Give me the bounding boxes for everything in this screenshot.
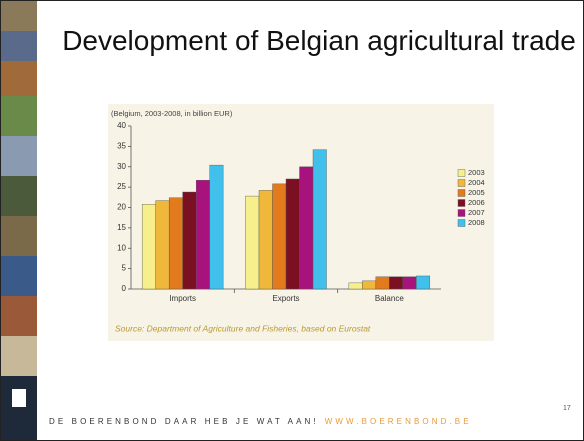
bar — [141, 204, 156, 290]
legend-swatch — [457, 199, 466, 207]
footer: DE BOERENBOND DAAR HEB JE WAT AAN! WWW.BO… — [49, 417, 472, 426]
y-tick-label: 10 — [117, 243, 126, 252]
photo — [1, 216, 37, 256]
bar — [209, 164, 224, 290]
photo — [1, 61, 37, 96]
bar — [195, 179, 210, 290]
bar — [312, 149, 327, 290]
y-tick-label: 15 — [117, 223, 126, 232]
bar — [272, 183, 287, 290]
bar — [299, 166, 314, 290]
photo — [1, 136, 37, 176]
x-tick-label: Balance — [375, 294, 404, 303]
photo — [1, 96, 37, 136]
legend-label: 2003 — [468, 168, 485, 177]
legend-label: 2007 — [468, 208, 485, 217]
photo — [1, 336, 37, 376]
y-tick-label: 0 — [122, 284, 127, 293]
logo — [12, 389, 26, 407]
bar — [402, 276, 417, 290]
bar — [182, 191, 197, 290]
y-tick-label: 40 — [117, 121, 126, 130]
page-number: 17 — [563, 405, 571, 412]
bar — [168, 197, 183, 290]
legend-swatch — [457, 219, 466, 227]
photo — [1, 176, 37, 216]
photo — [1, 256, 37, 296]
footer-url: WWW.BOERENBOND.BE — [324, 417, 472, 426]
bar — [362, 280, 377, 290]
bar — [245, 195, 260, 290]
legend-swatch — [457, 209, 466, 217]
photo — [1, 31, 37, 61]
chart-title: (Belgium, 2003-2008, in billion EUR) — [111, 109, 233, 118]
photo — [1, 296, 37, 336]
slide-title: Development of Belgian agricultural trad… — [62, 25, 576, 56]
legend-label: 2008 — [468, 218, 485, 227]
bar — [375, 276, 390, 290]
legend-label: 2006 — [468, 198, 485, 207]
x-tick-label: Imports — [169, 294, 196, 303]
legend-swatch — [457, 179, 466, 187]
y-tick-label: 20 — [117, 203, 126, 212]
legend-swatch — [457, 169, 466, 177]
y-tick-label: 25 — [117, 182, 126, 191]
y-tick-label: 35 — [117, 141, 126, 150]
bar — [258, 190, 273, 290]
logo-area — [1, 376, 37, 440]
legend-label: 2004 — [468, 178, 485, 187]
bar — [416, 275, 431, 290]
bar — [285, 178, 300, 290]
bar — [389, 276, 404, 290]
x-tick-label: Exports — [272, 294, 299, 303]
photo — [1, 1, 37, 31]
y-tick-label: 5 — [122, 264, 127, 273]
y-tick-label: 30 — [117, 162, 126, 171]
legend-swatch — [457, 189, 466, 197]
legend-label: 2005 — [468, 188, 485, 197]
footer-slogan: DE BOERENBOND DAAR HEB JE WAT AAN! — [49, 417, 319, 426]
bar — [348, 282, 363, 290]
chart-source: Source: Department of Agriculture and Fi… — [115, 323, 371, 333]
bar — [155, 200, 170, 290]
